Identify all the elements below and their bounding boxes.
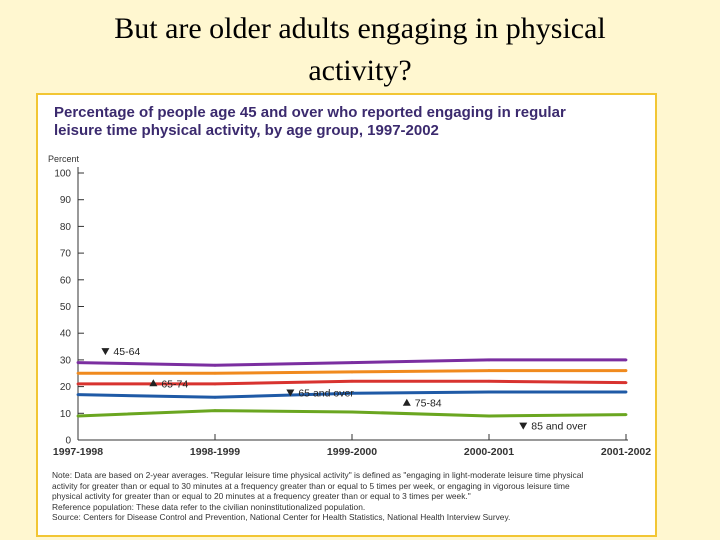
- data-point: [213, 363, 217, 367]
- y-tick-label: 40: [60, 329, 72, 340]
- note-source: Source: Centers for Disease Control and …: [52, 512, 511, 523]
- y-tick-label: 70: [60, 249, 72, 260]
- data-point: [76, 371, 80, 375]
- slide-title: But are older adults engaging in physica…: [60, 8, 660, 92]
- data-point: [487, 390, 491, 394]
- data-point: [213, 395, 217, 399]
- data-point: [624, 413, 628, 417]
- chart-title: Percentage of people age 45 and over who…: [54, 104, 644, 140]
- data-point: [213, 371, 217, 375]
- chart-notes: Note: Data are based on 2-year averages.…: [52, 470, 652, 523]
- note-line-1: Note: Data are based on 2-year averages.…: [52, 470, 584, 480]
- data-point: [487, 414, 491, 418]
- data-point: [350, 361, 354, 364]
- data-point: [350, 391, 354, 395]
- y-tick-label: 100: [54, 169, 71, 180]
- data-point: [350, 370, 354, 374]
- line-chart: Percent 0 10 20 30 40 50 60 70 80 90 100 1997-1998 19…: [48, 154, 651, 458]
- y-tick-label: 80: [60, 222, 72, 233]
- series-pointer-icon: [519, 422, 528, 430]
- series-label: 65 and over: [298, 387, 354, 399]
- y-tick-label: 50: [60, 302, 72, 313]
- chart-panel: Percentage of people age 45 and over who…: [36, 93, 657, 537]
- y-tick-label: 30: [60, 355, 72, 366]
- data-point: [76, 361, 80, 364]
- series-label: 65-74: [161, 378, 188, 390]
- slide-title-line-1: But are older adults engaging in physica…: [114, 12, 606, 45]
- series-pointer-icon: [149, 379, 158, 387]
- chart-title-line-2: leisure time physical activity, by age g…: [54, 122, 439, 139]
- data-point: [350, 410, 354, 414]
- note-reference: Reference population: These data refer t…: [52, 501, 366, 512]
- y-tick-label: 10: [60, 409, 72, 420]
- data-point: [487, 358, 491, 362]
- chart-series: [76, 358, 628, 418]
- data-point: [487, 369, 491, 372]
- y-tick-label: 0: [65, 436, 71, 447]
- y-axis-label: Percent: [48, 154, 80, 164]
- series-label: 85 and over: [531, 421, 587, 433]
- series-pointer-icon: [286, 389, 295, 397]
- y-tick-label: 90: [60, 195, 72, 206]
- data-point: [624, 390, 628, 394]
- data-point: [76, 393, 80, 397]
- x-tick-label: 1999-2000: [327, 446, 377, 458]
- y-tick-label: 20: [60, 382, 72, 393]
- series-label: 45-64: [113, 346, 140, 358]
- note-line-3: physical activity for greater than or eq…: [52, 491, 471, 502]
- x-tick-label: 1997-1998: [53, 446, 103, 458]
- data-point: [76, 382, 80, 386]
- series-label: 75-84: [415, 398, 442, 410]
- data-point: [624, 381, 628, 384]
- x-tick-label: 2001-2002: [601, 446, 651, 458]
- data-point: [487, 379, 491, 383]
- chart-series-labels: 45-64 65-74 65 and over 75-84 85 and over: [101, 346, 587, 433]
- note-line-2: activity for greater than or equal to 30…: [52, 480, 570, 491]
- data-point: [76, 414, 80, 418]
- data-point: [624, 369, 628, 372]
- data-point: [213, 382, 217, 386]
- data-point: [350, 379, 354, 383]
- y-tick-label: 60: [60, 275, 72, 286]
- slide-title-line-2: activity?: [308, 54, 412, 87]
- series-pointer-icon: [402, 398, 411, 406]
- x-tick-label: 2000-2001: [464, 446, 514, 458]
- data-point: [624, 358, 628, 362]
- chart-axes: Percent 0 10 20 30 40 50 60 70 80 90 100 1997-1998 19…: [48, 154, 651, 458]
- x-tick-label: 1998-1999: [190, 446, 240, 458]
- series-pointer-icon: [101, 348, 110, 356]
- chart-title-line-1: Percentage of people age 45 and over who…: [54, 104, 566, 121]
- data-point: [213, 409, 217, 413]
